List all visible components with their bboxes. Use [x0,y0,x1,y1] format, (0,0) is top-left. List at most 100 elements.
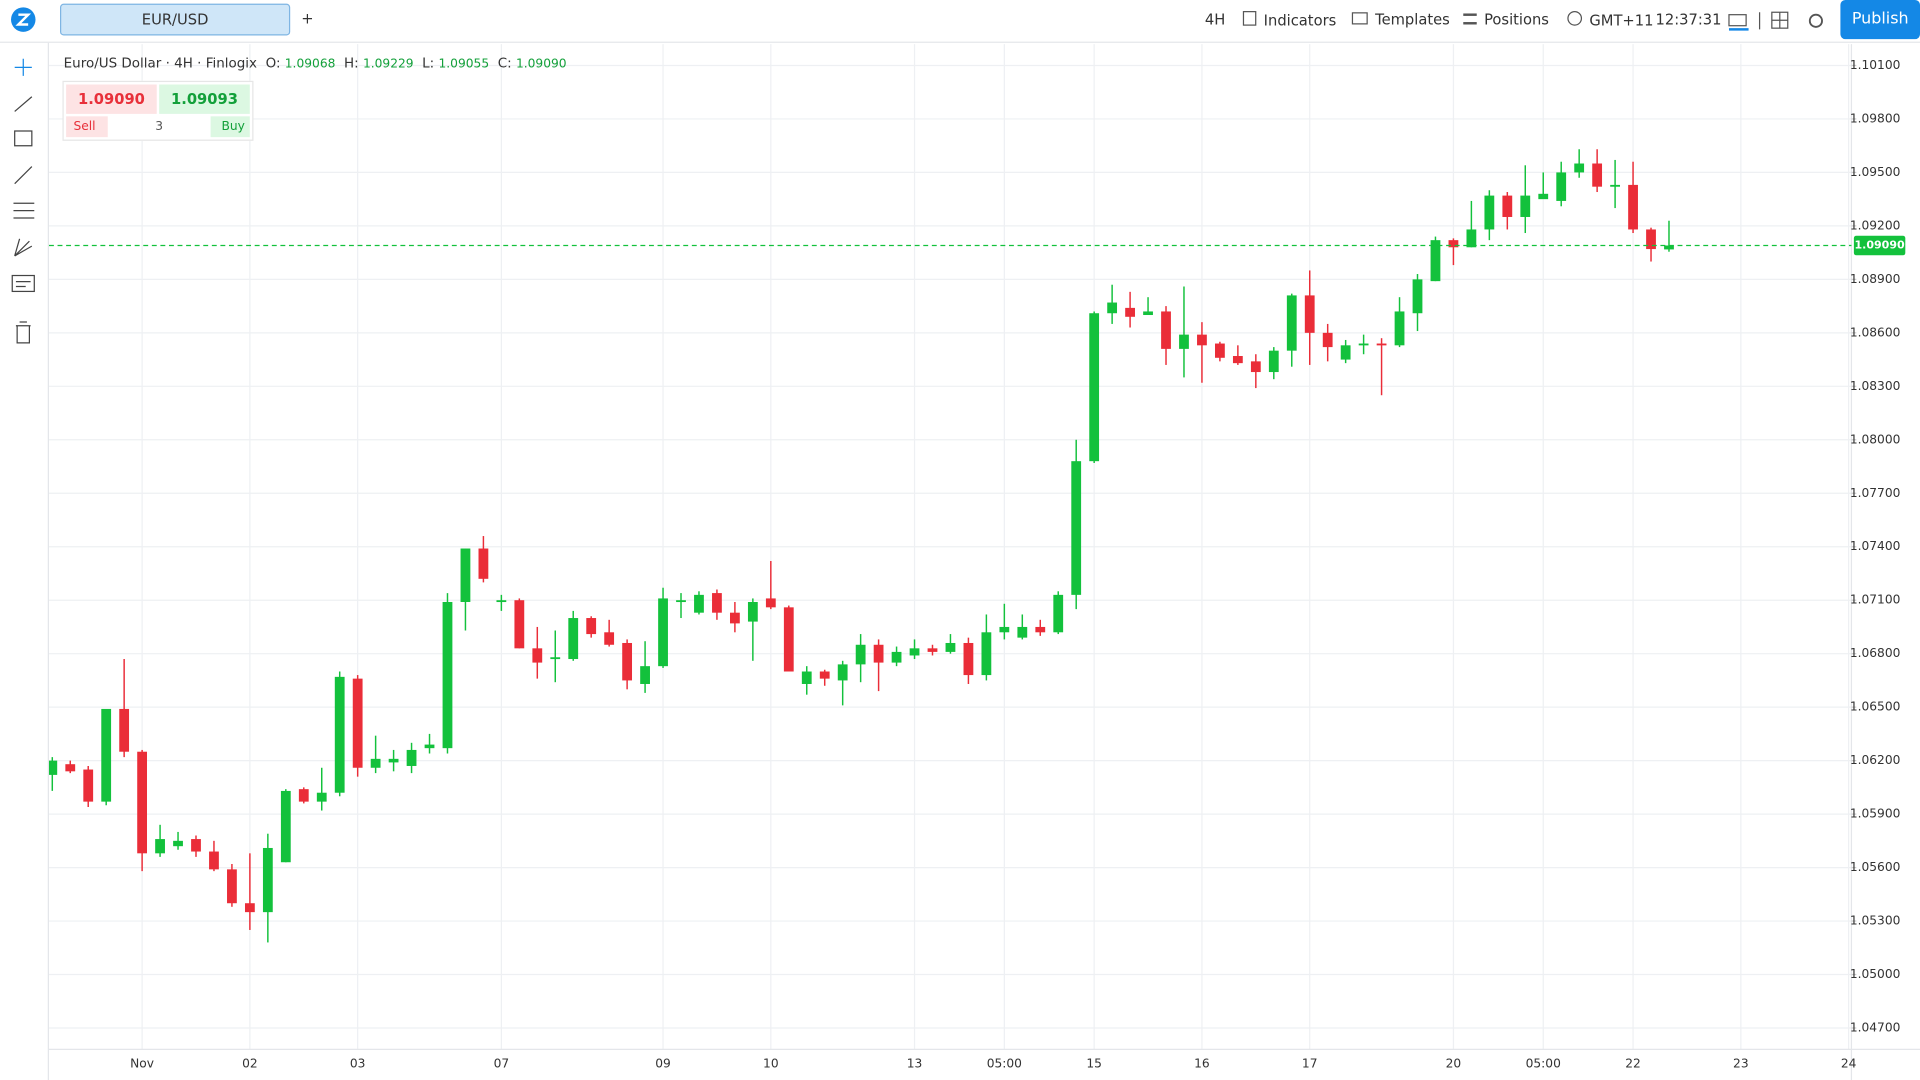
x-tick-label: 16 [1194,1057,1210,1071]
candle-body [316,792,327,802]
candle-body [729,612,740,624]
templates-label: Templates [1375,11,1450,29]
candle-body [855,644,866,665]
candle-body [783,607,794,672]
candle-body [640,666,650,684]
candle-body [334,676,345,793]
candle-body [1250,361,1261,373]
quantity[interactable]: 3 [155,120,164,134]
tool-icons[interactable] [0,43,48,361]
candle-body [1215,343,1225,358]
candle-body [694,594,704,613]
candle-body [83,769,94,802]
publish-button[interactable]: Publish [1840,0,1920,40]
buy-price[interactable]: 1.09093 [159,84,250,114]
timezone[interactable]: GMT+11 [1567,11,1653,29]
buy-button[interactable]: Buy [210,116,250,138]
candle-body [227,869,237,904]
y-tick-label: 1.08900 [1850,272,1901,286]
toolbar-icons[interactable] [1727,9,1825,33]
y-tick-label: 1.07400 [1850,539,1901,553]
candle-body [1592,163,1603,187]
candle-body [370,758,381,768]
y-tick-label: 1.08000 [1850,432,1901,446]
y-tick-label: 1.07700 [1850,486,1901,500]
candle-body [1268,350,1279,373]
x-tick-label: 24 [1841,1057,1857,1071]
y-tick-label: 1.08600 [1850,325,1901,339]
candle-body [262,847,273,913]
clock: 12:37:31 [1655,11,1722,29]
candle-body [155,839,165,854]
x-tick-label: 15 [1086,1057,1102,1071]
candle-body [442,601,453,749]
candle-body [1664,245,1674,250]
y-tick-label: 1.05600 [1850,860,1901,874]
candle-body [676,600,686,603]
candle-body [1197,334,1207,346]
y-tick-label: 1.06500 [1850,700,1901,714]
x-tick-label: 02 [242,1057,258,1071]
candle-body [1376,343,1387,346]
positions-label: Positions [1484,11,1549,29]
interval[interactable]: 4H [1204,11,1226,29]
x-tick-label: 17 [1302,1057,1318,1071]
candle-body [1035,626,1046,633]
symbol-name: Euro/US Dollar · 4H · Finlogix [63,55,258,72]
candle-body [1232,356,1243,364]
y-tick-label: 1.09200 [1850,218,1901,232]
candle-body [1574,163,1585,173]
candle-body [801,671,812,684]
x-tick-label: 03 [350,1057,366,1071]
candle-body [1556,172,1567,201]
candle-body [478,548,489,579]
c-key: C: [497,55,512,72]
x-tick-label: 22 [1625,1057,1641,1071]
top-toolbar: EUR/USD + 4H Indicators Templates Positi… [0,0,1920,43]
candle-body [1286,295,1297,351]
candle-body [819,671,830,679]
candle-body [1017,626,1028,638]
add-tab[interactable]: + [301,9,314,27]
trade-widget: 1.09090 1.09093 Sell 3 Buy [62,80,254,141]
candle-body [496,600,507,603]
candle-body [1322,332,1333,348]
candle-body [514,600,525,649]
indicators[interactable]: Indicators [1242,11,1336,29]
x-tick-label: 13 [907,1057,923,1071]
candle-body [1107,302,1118,314]
candle-body [927,648,938,652]
sell-price[interactable]: 1.09090 [66,84,157,114]
candle-body [1484,195,1495,230]
y-tick-label: 1.05000 [1850,967,1901,981]
candle-body [406,749,417,766]
sell-button[interactable]: Sell [66,116,108,138]
y-tick-label: 1.04700 [1850,1020,1901,1034]
candle-body [1071,461,1082,595]
y-tick-label: 1.10100 [1850,58,1901,72]
x-tick-label: Nov [130,1057,154,1071]
candle-body [1412,279,1423,314]
candle-body [298,789,309,802]
candle-body [1053,594,1064,633]
symbol-tab[interactable]: EUR/USD [60,3,291,36]
candle-body [1520,195,1531,217]
candle-body [1502,195,1513,217]
candle-body [999,626,1010,633]
candle-body [945,642,956,652]
candle-body [532,648,543,663]
x-tick-label: 05:00 [1526,1057,1561,1071]
grid [48,44,1852,1050]
h-value: 1.09229 [362,57,414,72]
candles [48,149,1674,943]
candle-body [424,744,435,749]
templates[interactable]: Templates [1351,11,1450,29]
candle-body [891,651,902,663]
candle-body [747,601,758,622]
positions[interactable]: Positions [1463,11,1549,28]
candle-body [550,657,561,660]
x-tick-label: 23 [1733,1057,1749,1071]
logo[interactable] [10,6,37,33]
